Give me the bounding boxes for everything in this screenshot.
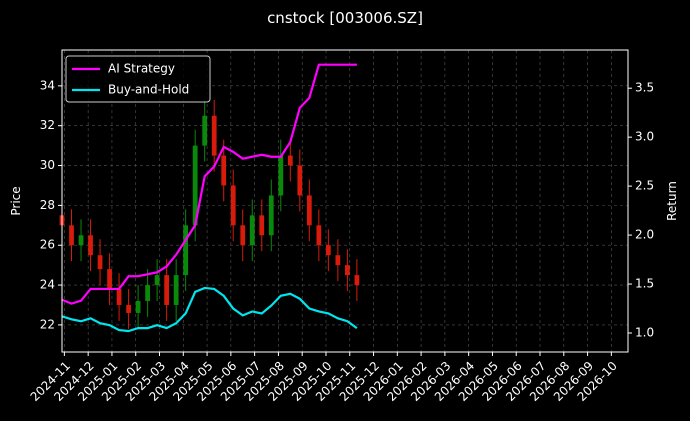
y-tick-label: 22: [40, 317, 55, 331]
legend-label: Buy-and-Hold: [108, 83, 189, 97]
candle-body: [249, 215, 255, 246]
y2-tick-label: 3.5: [635, 81, 654, 95]
y2-tick-label: 1.5: [635, 277, 654, 291]
candle-body: [287, 155, 293, 166]
y-tick-label: 30: [40, 158, 55, 172]
candle-body: [183, 225, 189, 276]
candle-body: [354, 275, 360, 286]
return-line: [61, 63, 357, 305]
y2-tick-label: 2.5: [635, 179, 654, 193]
candle-body: [240, 225, 246, 246]
candle-body: [192, 145, 198, 226]
y-tick-label: 32: [40, 118, 55, 132]
candle-body: [69, 225, 74, 246]
y2-axis-label: Return: [665, 181, 679, 221]
candle-body: [259, 215, 265, 236]
candle-body: [297, 165, 303, 196]
candle-body: [154, 275, 160, 286]
y-tick-label: 24: [40, 278, 55, 292]
y2-tick-label: 3.0: [635, 130, 654, 144]
candle-body: [145, 285, 150, 302]
candle-body: [78, 235, 84, 246]
y-tick-label: 34: [40, 78, 55, 92]
candle-body: [88, 235, 93, 256]
candle-body: [316, 225, 322, 246]
candle-body: [230, 185, 236, 226]
candle-body: [164, 275, 170, 305]
candle-body: [335, 255, 341, 266]
candle-body: [126, 304, 131, 313]
legend-label: AI Strategy: [108, 62, 175, 76]
chart-title: cnstock [003006.SZ]: [267, 9, 423, 27]
y-axis-label: Price: [9, 186, 23, 215]
candle-body: [116, 289, 122, 305]
candle-body: [306, 195, 312, 226]
candle-body: [211, 115, 217, 156]
y-tick-label: 26: [40, 238, 55, 252]
candle-body: [135, 301, 141, 313]
y2-tick-label: 1.0: [635, 326, 654, 340]
candle-body: [345, 265, 350, 276]
candle-body: [173, 275, 179, 305]
candle-body: [202, 115, 208, 146]
candle-body: [268, 195, 274, 236]
y2-tick-label: 2.0: [635, 228, 654, 242]
candle-body: [325, 245, 331, 256]
legend-box: [65, 55, 211, 103]
plot-frame: [61, 49, 629, 353]
return-line: [61, 286, 358, 333]
candle-body: [97, 255, 103, 270]
y-tick-label: 28: [40, 198, 55, 212]
candle-body: [221, 155, 227, 186]
candle-body: [107, 269, 112, 290]
candle-body: [278, 155, 284, 196]
